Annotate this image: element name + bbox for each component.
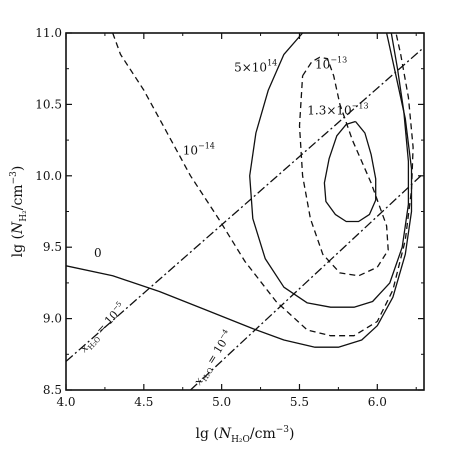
contour-label: 5×1014 <box>234 59 277 75</box>
series-line-solid-2 <box>323 120 377 223</box>
abundance-line-label: xH₂O = 10−5 <box>77 300 130 356</box>
series-line-dashed-4 <box>298 56 389 277</box>
x-axis-label: lg (NH₂O/cm−3) <box>195 425 294 445</box>
x-tick-label: 5.0 <box>212 395 231 409</box>
y-tick-label: 11.0 <box>35 26 62 40</box>
series-line-dashdot-6 <box>190 172 424 390</box>
y-axis-label: lg (NH₂/cm−3) <box>9 166 29 258</box>
axis-ticks: 4.0 4.5 5.0 5.5 6.0 8.5 9.0 9.5 10.0 10.5 11.0 <box>35 26 424 409</box>
x-tick-label: 5.5 <box>290 395 309 409</box>
axis-labels: lg (NH₂O/cm−3) lg (NH₂/cm−3) <box>9 166 295 445</box>
x-tick-label: 4.0 <box>56 395 75 409</box>
y-tick-label: 10.0 <box>35 169 62 183</box>
y-tick-label: 9.5 <box>43 240 62 254</box>
contour-label: 10−14 <box>183 141 215 157</box>
contour-label: 10−13 <box>315 56 347 72</box>
x-tick-label: 4.5 <box>134 395 153 409</box>
abundance-line-label: xH₂O = 10−4 <box>191 327 237 388</box>
series-line-solid-1 <box>249 33 410 308</box>
contour-label: 1.3×10−13 <box>307 101 368 117</box>
y-tick-label: 8.5 <box>43 383 62 397</box>
contour-label: 0 <box>94 246 102 260</box>
series-line-dashed-3 <box>112 33 414 337</box>
y-tick-label: 9.0 <box>43 312 62 326</box>
x-tick-label: 6.0 <box>368 395 387 409</box>
annotations: 0 5×1014 10−13 1.3×10−13 10−14 xH₂O = 10−5 xH₂… <box>77 56 368 388</box>
y-tick-label: 10.5 <box>35 97 62 111</box>
series-line-dashdot-5 <box>66 46 424 362</box>
chart-marks <box>66 33 424 390</box>
